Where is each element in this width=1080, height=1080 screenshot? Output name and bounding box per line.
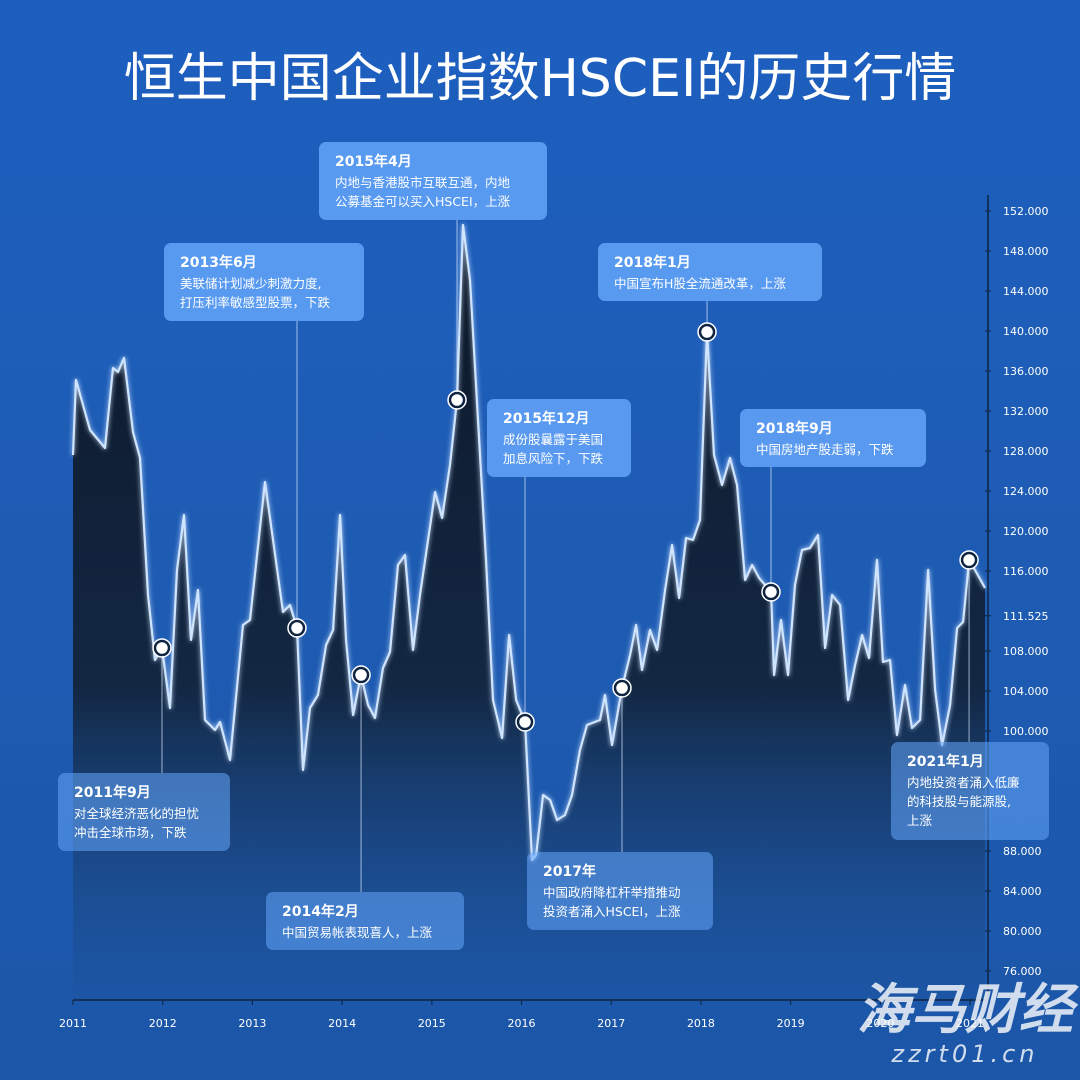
annotation-box bbox=[164, 243, 364, 321]
annotation-box bbox=[487, 399, 631, 477]
annotation-marker bbox=[698, 323, 716, 341]
annotation-text: 投资者涌入HSCEI，上涨 bbox=[543, 904, 681, 919]
annotation-title: 2017年 bbox=[543, 863, 596, 880]
annotation-text: 上涨 bbox=[907, 813, 933, 828]
annotation-marker-ring bbox=[697, 322, 717, 342]
annotation-text: 加息风险下，下跌 bbox=[503, 451, 604, 466]
x-tick-label: 2016 bbox=[508, 1017, 536, 1030]
annotation-marker bbox=[960, 551, 978, 569]
line bbox=[71, 223, 986, 862]
watermark-url: zzrt01.cn bbox=[890, 1040, 1038, 1068]
x-tick-label: 2018 bbox=[687, 1017, 715, 1030]
annotation-box bbox=[891, 742, 1049, 840]
annotation-text: 内地与香港股市互联互通，内地 bbox=[335, 175, 511, 190]
annotation-box bbox=[319, 142, 547, 220]
area bbox=[73, 225, 986, 1000]
annotation-marker-ring bbox=[287, 618, 307, 638]
y-tick-label: 88.000 bbox=[1003, 845, 1042, 858]
annotation-marker bbox=[153, 639, 171, 657]
chart-title: 恒生中国企业指数HSCEI的历史行情 bbox=[124, 49, 957, 109]
annotation-title: 2014年2月 bbox=[282, 903, 359, 920]
annotation-marker-ring bbox=[612, 678, 632, 698]
y-tick-label: 152.000 bbox=[1003, 205, 1049, 218]
annotation-marker-ring bbox=[761, 582, 781, 602]
x-tick-label: 2017 bbox=[597, 1017, 625, 1030]
annotation-marker-ring bbox=[152, 638, 172, 658]
y-tick-label: 144.000 bbox=[1003, 285, 1049, 298]
y-tick-label: 76.000 bbox=[1003, 965, 1042, 978]
y-tick-label: 136.000 bbox=[1003, 365, 1049, 378]
annotation-box bbox=[740, 409, 926, 467]
annotation-text: 公募基金可以买入HSCEI，上涨 bbox=[335, 194, 511, 209]
annotation-marker bbox=[762, 583, 780, 601]
y-tick-label: 148.000 bbox=[1003, 245, 1049, 258]
annotation-text: 成份股曩露于美国 bbox=[503, 432, 603, 447]
annotation-text: 美联储计划减少刺激力度, bbox=[180, 276, 321, 291]
annotation-title: 2018年9月 bbox=[756, 420, 833, 437]
annotation-marker-ring bbox=[351, 665, 371, 685]
annotation-text: 内地投资者涌入低廉 bbox=[907, 775, 1020, 790]
annotation-text: 的科技股与能源股, bbox=[907, 794, 1011, 809]
x-tick-label: 2015 bbox=[418, 1017, 446, 1030]
annotation-title: 2015年4月 bbox=[335, 153, 412, 170]
y-tick-label: 100.000 bbox=[1003, 725, 1049, 738]
annotation-title: 2018年1月 bbox=[614, 254, 691, 271]
annotation-box bbox=[266, 892, 464, 950]
watermark: 海马财经 bbox=[857, 978, 1079, 1041]
annotation-marker-ring bbox=[515, 712, 535, 732]
annotation-marker bbox=[516, 713, 534, 731]
y-tick-label: 104.000 bbox=[1003, 685, 1049, 698]
x-tick-label: 2019 bbox=[777, 1017, 805, 1030]
annotation-box bbox=[58, 773, 230, 851]
annotation-marker bbox=[352, 666, 370, 684]
annotation-title: 2013年6月 bbox=[180, 254, 257, 271]
y-tick-label: 80.000 bbox=[1003, 925, 1042, 938]
y-tick-label: 128.000 bbox=[1003, 445, 1049, 458]
annotation-title: 2021年1月 bbox=[907, 753, 984, 770]
x-tick-label: 2021 bbox=[956, 1017, 984, 1030]
x-tick-label: 2014 bbox=[328, 1017, 356, 1030]
x-tick-label: 2013 bbox=[238, 1017, 266, 1030]
annotation-text: 中国政府降杠杆举措推动 bbox=[543, 885, 681, 900]
x-tick-label: 2020 bbox=[866, 1017, 894, 1030]
annotation-box bbox=[598, 243, 822, 301]
y-tick-label: 84.000 bbox=[1003, 885, 1042, 898]
annotation-marker-ring bbox=[959, 550, 979, 570]
annotation-marker bbox=[288, 619, 306, 637]
annotation-text: 对全球经济恶化的担忧 bbox=[74, 806, 199, 821]
annotation-marker bbox=[613, 679, 631, 697]
y-tick-label: 111.525 bbox=[1003, 610, 1049, 623]
y-tick-label: 140.000 bbox=[1003, 325, 1049, 338]
annotation-text: 中国宣布H股全流通改革，上涨 bbox=[614, 276, 786, 291]
annotation-text: 打压利率敏感型股票，下跌 bbox=[180, 295, 331, 310]
y-tick-label: 124.000 bbox=[1003, 485, 1049, 498]
annotation-text: 冲击全球市场，下跌 bbox=[74, 825, 187, 840]
x-tick-label: 2011 bbox=[59, 1017, 87, 1030]
x-tick-label: 2012 bbox=[149, 1017, 177, 1030]
annotation-title: 2015年12月 bbox=[503, 410, 589, 427]
annotation-marker bbox=[448, 391, 466, 409]
annotation-text: 中国贸易帐表现喜人，上涨 bbox=[282, 925, 433, 940]
annotation-marker-ring bbox=[447, 390, 467, 410]
annotation-text: 中国房地产股走弱，下跌 bbox=[756, 442, 894, 457]
y-tick-label: 116.000 bbox=[1003, 565, 1049, 578]
y-tick-label: 132.000 bbox=[1003, 405, 1049, 418]
annotation-title: 2011年9月 bbox=[74, 784, 151, 801]
annotation-box bbox=[527, 852, 713, 930]
y-tick-label: 108.000 bbox=[1003, 645, 1049, 658]
y-tick-label: 120.000 bbox=[1003, 525, 1049, 538]
